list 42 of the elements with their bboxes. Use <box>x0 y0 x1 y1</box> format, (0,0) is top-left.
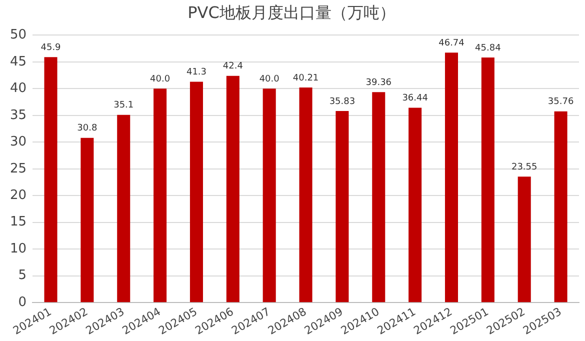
data-label: 40.21 <box>292 73 319 84</box>
data-label: 46.74 <box>438 38 465 48</box>
y-tick-label: 10 <box>10 241 27 256</box>
bar <box>80 138 94 302</box>
bar <box>518 176 531 302</box>
bar <box>554 111 568 302</box>
y-tick-label: 50 <box>10 28 27 43</box>
y-tick-label: 25 <box>10 161 27 176</box>
data-label: 40.0 <box>150 74 170 85</box>
data-label: 42.4 <box>222 62 244 72</box>
data-label: 35.1 <box>114 100 134 111</box>
data-label: 36.44 <box>402 94 428 104</box>
data-label: 30.8 <box>77 124 98 134</box>
bar <box>444 52 458 302</box>
y-tick-label: 0 <box>18 294 27 310</box>
y-tick-label: 40 <box>10 81 27 96</box>
y-tick-label: 15 <box>10 214 27 230</box>
y-tick-label: 5 <box>18 268 27 284</box>
y-tick-label: 30 <box>10 134 27 150</box>
data-label: 35.76 <box>548 97 574 108</box>
y-tick-label: 20 <box>10 188 27 203</box>
bar <box>481 57 494 302</box>
bar <box>262 88 276 302</box>
bar <box>44 57 58 302</box>
bar <box>408 108 422 302</box>
bar <box>226 76 240 302</box>
y-tick-label: 45 <box>10 54 27 70</box>
data-label: 35.83 <box>329 96 356 107</box>
bar <box>190 82 203 302</box>
data-label: 45.84 <box>475 43 502 54</box>
chart-title: PVC地板月度出口量（万吨） <box>188 2 396 22</box>
bar <box>372 92 386 302</box>
data-label: 40.0 <box>259 74 280 85</box>
data-label: 41.3 <box>186 68 207 78</box>
bar <box>336 110 349 302</box>
y-tick-label: 35 <box>10 108 27 123</box>
bar <box>154 88 167 302</box>
data-label: 39.36 <box>366 78 392 88</box>
data-label: 45.9 <box>40 42 62 53</box>
bar <box>117 114 130 302</box>
data-label: 23.55 <box>511 162 538 172</box>
bar <box>299 88 312 302</box>
